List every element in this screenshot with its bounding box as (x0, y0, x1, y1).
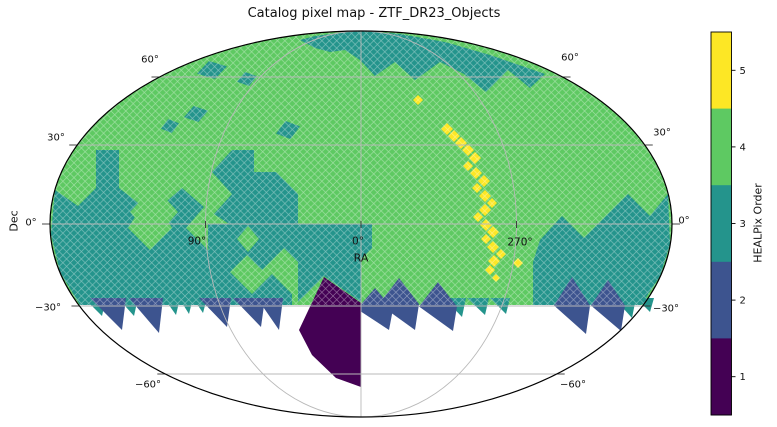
dec-tick-label-right: 30° (653, 128, 671, 139)
colorbar-tick-label: 3 (740, 219, 746, 230)
colorbar-segment (711, 185, 732, 263)
dec-tick-label-left: 0° (25, 218, 36, 229)
ra-tick-label: 270° (507, 237, 532, 249)
colorbar-segment (711, 261, 732, 339)
colorbar: 5 4 3 2 1 (710, 31, 746, 416)
tick-marks (42, 76, 680, 375)
axis-tick-labels: 60° 60° 30° 30° 0° 0° −30° −30° −60° −60° 90° 0° 270… (25, 53, 689, 391)
dec-tick-label-left: −30° (35, 303, 61, 314)
ra-tick-label: 0° (352, 236, 364, 248)
colorbar-tick-label: 5 (740, 66, 746, 77)
plot-title: Catalog pixel map - ZTF_DR23_Objects (247, 6, 501, 21)
colorbar-segment (711, 32, 732, 110)
colorbar-tick-label: 1 (740, 372, 746, 383)
colorbar-segment (711, 108, 732, 186)
colorbar-label: HEALPix Order (751, 183, 765, 263)
dec-tick-label-right: 0° (678, 216, 689, 227)
dec-tick-label-left: 30° (47, 133, 65, 144)
dec-tick-label-left: 60° (141, 55, 159, 66)
colorbar-tick-label: 4 (740, 142, 746, 153)
order2-tooth (233, 298, 265, 327)
dec-tick-label-right: −30° (653, 304, 679, 315)
order2-tooth (129, 298, 163, 333)
order2-tooth (199, 298, 231, 327)
ra-tick-label: 90° (188, 236, 207, 248)
dec-tick-label-right: 60° (561, 53, 579, 64)
x-axis-label: RA (353, 251, 369, 265)
colorbar-tick-label: 2 (740, 296, 746, 307)
y-axis-label: Dec (7, 210, 21, 232)
map-outline (49, 30, 673, 418)
colorbar-segment (711, 338, 732, 416)
dec-tick-label-right: −60° (560, 380, 586, 391)
dec-tick-label-left: −60° (135, 380, 161, 391)
